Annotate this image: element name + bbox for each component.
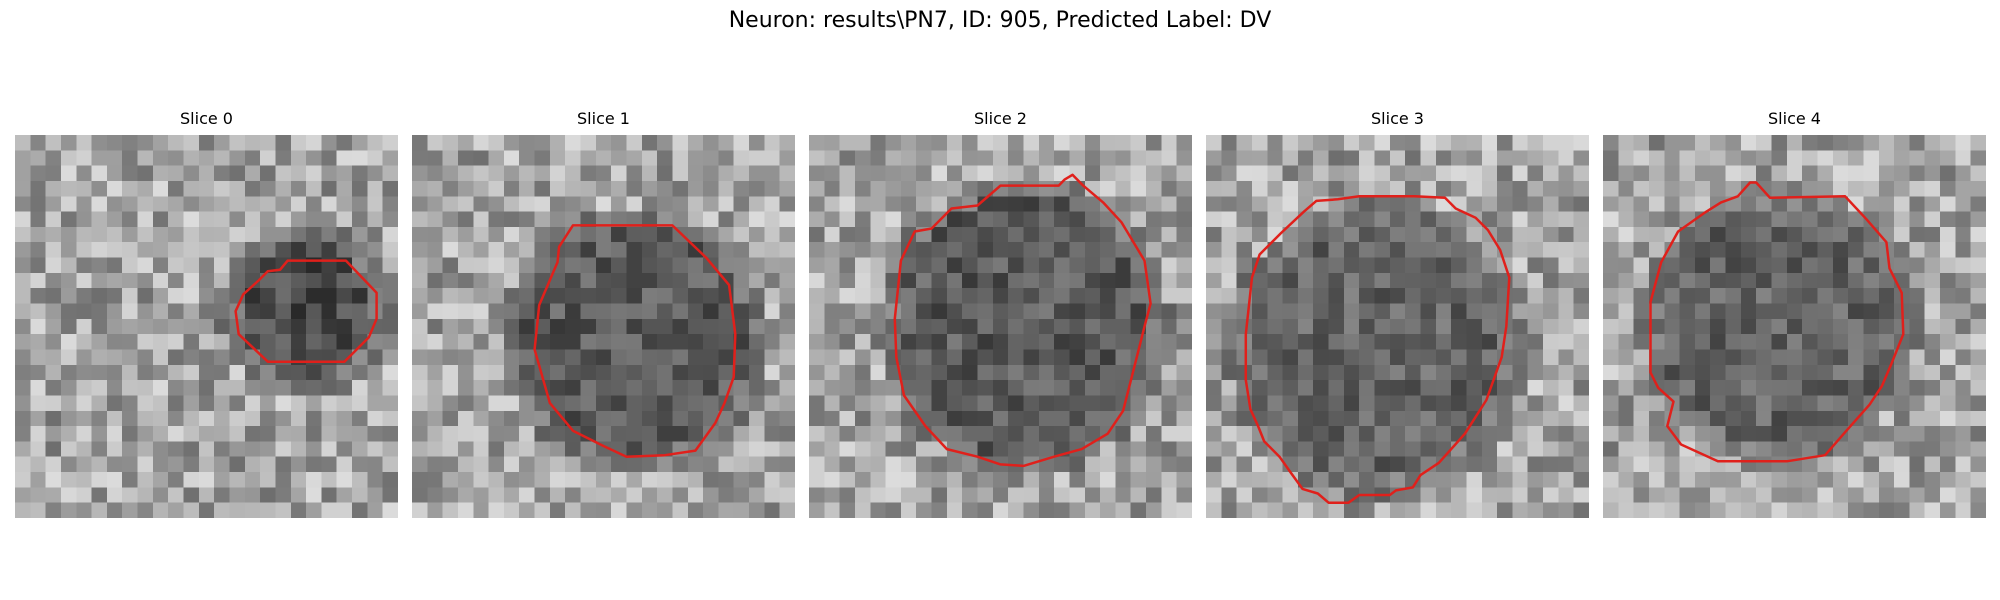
figure-title: Neuron: results\PN7, ID: 905, Predicted …	[728, 8, 1272, 33]
slice-title: Slice 4	[1768, 109, 1821, 128]
segmentation-contour	[1244, 195, 1511, 504]
slice-title: Slice 1	[577, 109, 630, 128]
slice-panel: Slice 3	[1206, 109, 1589, 518]
slice-title: Slice 2	[974, 109, 1027, 128]
contour-overlay	[234, 259, 378, 363]
segmentation-contour	[234, 259, 378, 363]
slice-panel: Slice 1	[412, 109, 795, 518]
slice-image	[412, 135, 795, 518]
segmentation-contour	[1649, 181, 1905, 463]
slice-image	[1603, 135, 1986, 518]
contour-overlay	[1649, 181, 1905, 463]
slice-panel: Slice 2	[809, 109, 1192, 518]
slice-panel: Slice 0	[15, 109, 398, 518]
segmentation-contour	[893, 173, 1152, 468]
slice-image	[1206, 135, 1589, 518]
contour-overlay	[893, 173, 1152, 468]
slice-panel: Slice 4	[1603, 109, 1986, 518]
contour-overlay	[533, 224, 737, 458]
slice-image	[809, 135, 1192, 518]
segmentation-contour	[533, 224, 737, 458]
slice-title: Slice 0	[180, 109, 233, 128]
slice-image	[15, 135, 398, 518]
slice-title: Slice 3	[1371, 109, 1424, 128]
contour-overlay	[1244, 195, 1511, 504]
